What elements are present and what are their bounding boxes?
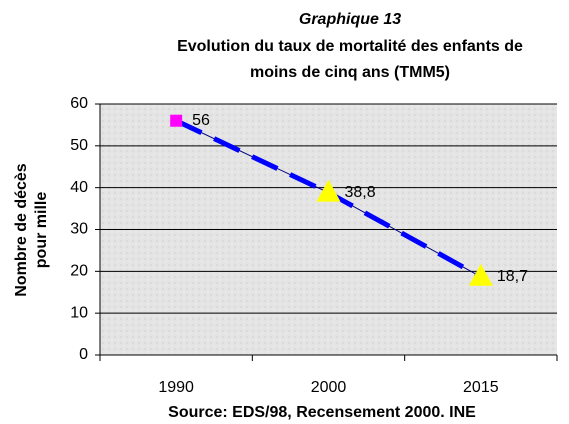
chart-subtitle: Evolution du taux de mortalité des enfan… — [177, 38, 523, 55]
chart-title: Graphique 13 — [299, 11, 401, 28]
y-tick-label: 60 — [70, 95, 88, 112]
chart-subtitle: moins de cinq ans (TMM5) — [250, 64, 450, 81]
marker — [468, 263, 493, 286]
y-tick-label: 50 — [70, 137, 88, 154]
y-axis-label: Nombre de décès — [13, 163, 30, 296]
marker — [316, 179, 341, 202]
y-tick-label: 40 — [70, 179, 88, 196]
data-label: 18,7 — [497, 268, 528, 285]
x-tick-label: 1990 — [158, 379, 194, 396]
y-tick-label: 30 — [70, 221, 88, 238]
marker — [170, 114, 183, 127]
data-label: 38,8 — [345, 184, 376, 201]
x-tick-label: 2015 — [463, 379, 499, 396]
data-label: 56 — [192, 112, 210, 129]
y-axis-label: pour mille — [33, 192, 50, 269]
x-tick-label: 2000 — [311, 379, 347, 396]
y-tick-label: 10 — [70, 304, 88, 321]
y-tick-label: 20 — [70, 263, 88, 280]
y-tick-label: 0 — [79, 346, 88, 363]
source-note: Source: EDS/98, Recensement 2000. INE — [168, 404, 476, 421]
